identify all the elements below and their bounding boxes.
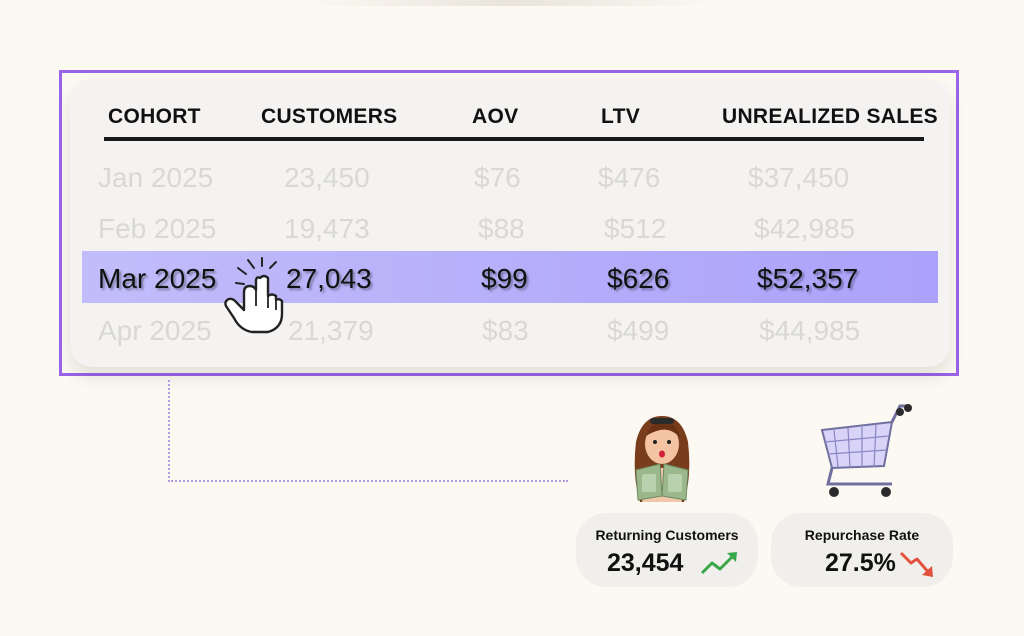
column-header-customers: CUSTOMERS xyxy=(261,105,398,128)
column-header-aov: AOV xyxy=(472,105,519,128)
repurchase-rate-value: 27.5% xyxy=(825,549,896,577)
cell-aov: $76 xyxy=(474,162,521,193)
header-divider xyxy=(104,137,924,141)
cell-unrealized-sales: $37,450 xyxy=(748,162,850,193)
cell-customers: 19,473 xyxy=(284,213,370,244)
column-header-ltv: LTV xyxy=(601,105,641,128)
dotted-connector xyxy=(168,380,568,482)
table-row-selected[interactable]: Mar 2025 27,043 $99 $626 $52,357 xyxy=(82,251,938,303)
cell-customers: 27,043 xyxy=(286,263,372,294)
table-header: COHORT CUSTOMERS AOV LTV UNREALIZED SALE… xyxy=(70,105,950,135)
cell-cohort: Mar 2025 xyxy=(98,263,217,294)
cell-aov: $88 xyxy=(478,213,525,244)
cell-cohort: Jan 2025 xyxy=(98,162,214,193)
shopping-cart-illustration xyxy=(820,404,912,497)
repurchase-rate-label: Repurchase Rate xyxy=(804,527,920,543)
cell-unrealized-sales: $52,357 xyxy=(757,263,859,294)
repurchase-rate-card: Repurchase Rate 27.5% xyxy=(771,513,953,587)
cell-customers: 21,379 xyxy=(288,315,374,346)
cell-aov: $83 xyxy=(482,315,529,346)
cell-cohort: Feb 2025 xyxy=(98,213,217,244)
returning-customers-value: 23,454 xyxy=(607,549,684,577)
cell-ltv: $476 xyxy=(598,162,661,193)
cell-unrealized-sales: $44,985 xyxy=(759,315,861,346)
cell-ltv: $512 xyxy=(604,213,667,244)
cohort-table-frame: COHORT CUSTOMERS AOV LTV UNREALIZED SALE… xyxy=(59,70,959,376)
cell-ltv: $499 xyxy=(607,315,670,346)
person-with-money-illustration xyxy=(634,416,690,502)
cell-aov: $99 xyxy=(481,263,528,294)
hand-pointer-icon xyxy=(224,257,284,334)
top-divider xyxy=(300,0,720,6)
column-header-cohort: COHORT xyxy=(108,105,201,128)
returning-customers-card: Returning Customers 23,454 xyxy=(576,513,758,587)
trend-up-icon xyxy=(700,552,737,575)
column-header-unrealized-sales: UNREALIZED SALES xyxy=(722,105,938,128)
table-row[interactable]: Feb 2025 19,473 $88 $512 $42,985 xyxy=(70,201,950,253)
cell-unrealized-sales: $42,985 xyxy=(754,213,856,244)
cohort-table: COHORT CUSTOMERS AOV LTV UNREALIZED SALE… xyxy=(70,79,950,367)
returning-customers-label: Returning Customers xyxy=(595,527,739,543)
table-row[interactable]: Apr 2025 21,379 $83 $499 $44,985 xyxy=(70,303,950,355)
cell-ltv: $626 xyxy=(607,263,670,294)
cell-customers: 23,450 xyxy=(284,162,370,193)
cell-cohort: Apr 2025 xyxy=(98,315,212,346)
trend-down-icon xyxy=(899,551,933,577)
table-row[interactable]: Jan 2025 23,450 $76 $476 $37,450 xyxy=(70,150,950,202)
